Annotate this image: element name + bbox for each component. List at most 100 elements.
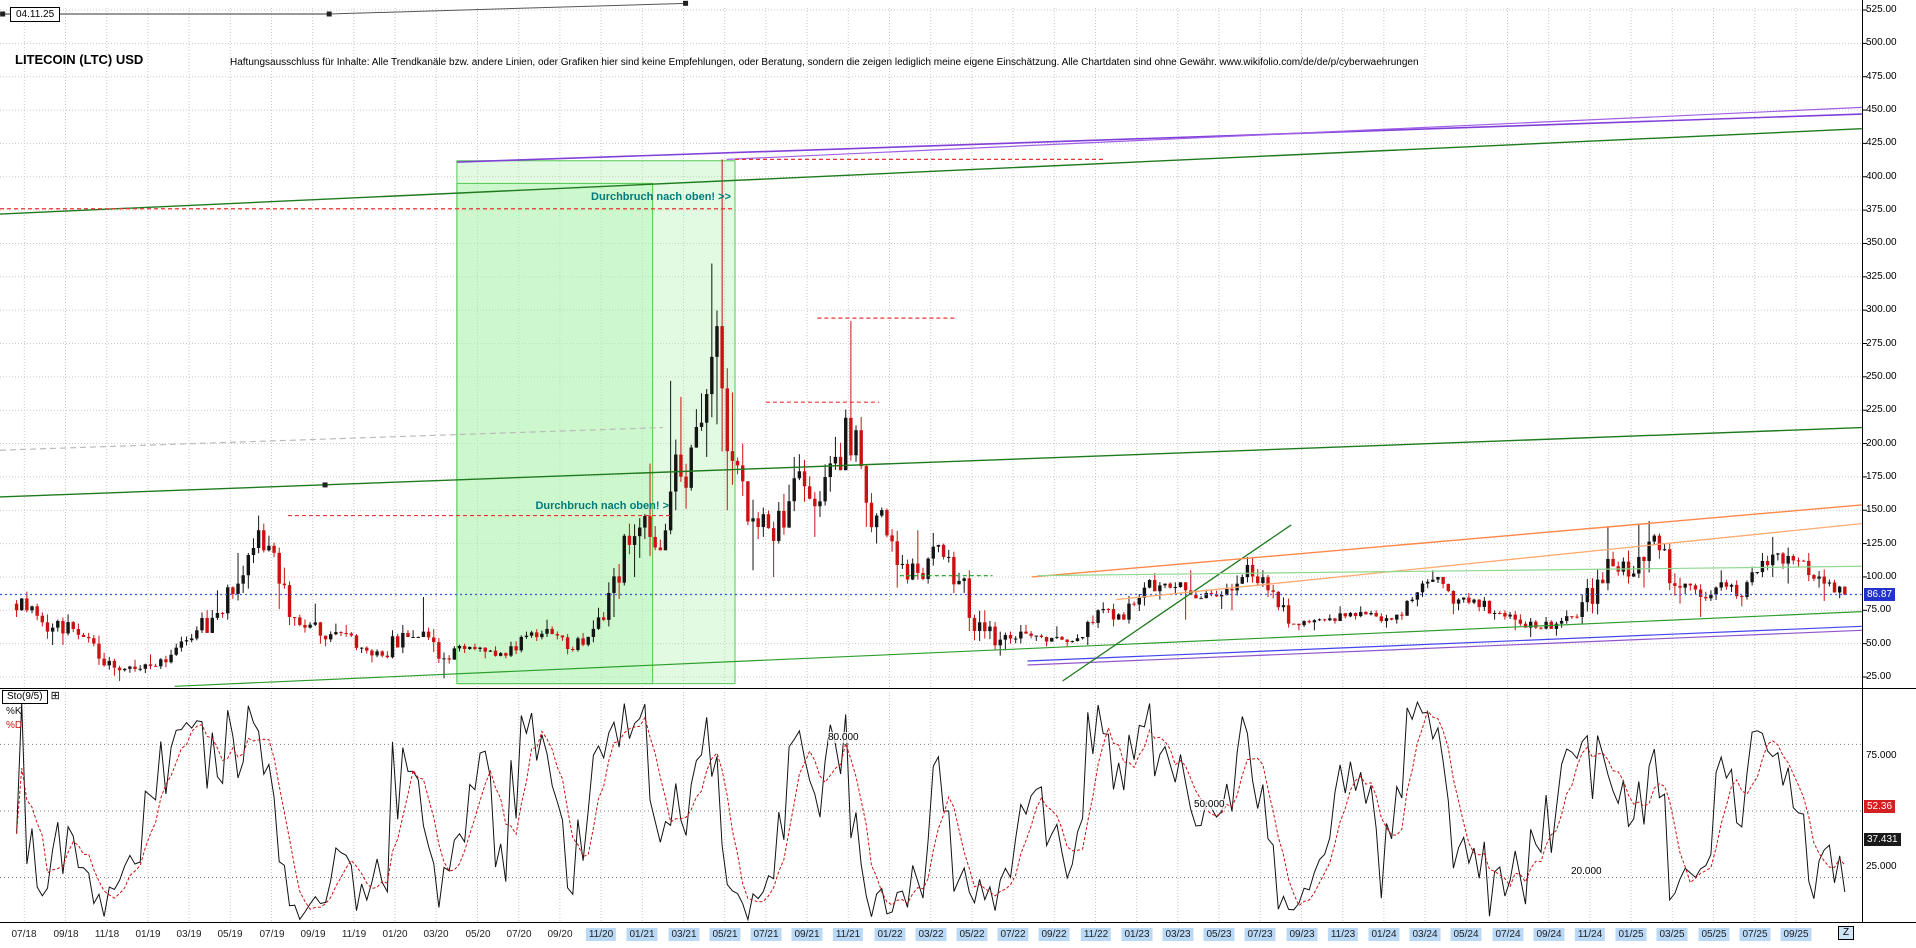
price-tick: 175.00 — [1866, 471, 1897, 482]
time-label: 05/24 — [1450, 928, 1482, 941]
time-label: 03/21 — [668, 928, 700, 941]
stochastic-level-label: 80.000 — [828, 732, 859, 743]
stochastic-level-label: 50.000 — [1194, 799, 1225, 810]
time-label: 09/23 — [1286, 928, 1318, 941]
stochastic-d-badge: 52.36 — [1864, 800, 1896, 813]
time-label: 03/25 — [1656, 928, 1688, 941]
stochastic-k-badge: 37.431 — [1864, 833, 1901, 846]
green-upper-trend[interactable] — [0, 128, 1862, 215]
drag-handle[interactable] — [326, 11, 332, 17]
current-price-badge: 86.87 — [1864, 588, 1896, 601]
time-label: 05/21 — [709, 928, 741, 941]
time-label: 11/18 — [94, 929, 120, 940]
time-label: 01/20 — [382, 929, 408, 940]
time-label: 05/25 — [1698, 928, 1730, 941]
time-label: 07/22 — [997, 928, 1029, 941]
era-label[interactable]: Z — [1838, 926, 1855, 940]
time-label: 03/19 — [176, 929, 202, 940]
green-mid-trend[interactable] — [0, 426, 1862, 498]
time-label: 11/21 — [832, 928, 864, 941]
price-tick: 300.00 — [1866, 304, 1897, 315]
breakout-zones[interactable] — [456, 160, 736, 685]
price-tick: 225.00 — [1866, 404, 1897, 415]
time-label: 03/24 — [1409, 928, 1441, 941]
breakout-zone[interactable] — [456, 182, 654, 685]
stochastic-d-line — [16, 709, 1846, 910]
top-annotation-line-b[interactable] — [329, 2, 686, 15]
price-tick: 25.00 — [1866, 671, 1892, 682]
time-label: 05/22 — [956, 928, 988, 941]
breakout-annotation[interactable]: Durchbruch nach oben! > — [535, 500, 669, 512]
date-annotation-label: 04.11.25 — [16, 9, 55, 20]
time-label: 07/24 — [1492, 928, 1524, 941]
price-tick: 275.00 — [1866, 338, 1897, 349]
trend-lines[interactable] — [0, 0, 1862, 687]
price-tick: 125.00 — [1866, 538, 1897, 549]
gray-dashed-trend[interactable] — [0, 426, 663, 451]
time-label: 09/24 — [1533, 928, 1565, 941]
time-label: 01/24 — [1368, 928, 1400, 941]
price-tick: 525.00 — [1866, 4, 1897, 15]
price-tick: 75.00 — [1866, 604, 1892, 615]
time-label: 07/19 — [259, 929, 285, 940]
price-tick: 375.00 — [1866, 204, 1897, 215]
time-label: 03/22 — [915, 928, 947, 941]
lightgreen-horizontal[interactable] — [1037, 565, 1862, 577]
orange-trend-2[interactable] — [1116, 522, 1862, 601]
time-label: 09/18 — [53, 929, 79, 940]
time-label: 01/23 — [1121, 928, 1153, 941]
stochastic-k-label: %K — [6, 706, 22, 717]
time-label: 05/23 — [1203, 928, 1235, 941]
time-label: 01/22 — [874, 928, 906, 941]
time-label: 05/19 — [217, 929, 243, 940]
time-label: 09/20 — [547, 929, 573, 940]
price-tick: 350.00 — [1866, 237, 1897, 248]
date-annotation[interactable]: 04.11.25 — [10, 7, 61, 22]
time-label: 11/20 — [585, 928, 617, 941]
time-label: 01/19 — [135, 929, 161, 940]
price-tick: 400.00 — [1866, 171, 1897, 182]
breakout-zone[interactable] — [456, 160, 736, 685]
time-label: 07/21 — [750, 928, 782, 941]
purple-channel-line[interactable] — [456, 113, 1862, 163]
time-label: 03/23 — [1162, 928, 1194, 941]
stochastic-d-label: %D — [6, 720, 23, 731]
drag-handle[interactable] — [0, 11, 6, 17]
stochastic-level-label: 20.000 — [1571, 866, 1602, 877]
time-label: 03/20 — [423, 929, 449, 940]
price-tick: 150.00 — [1866, 504, 1897, 515]
time-label: 11/19 — [341, 929, 367, 940]
price-tick: 450.00 — [1866, 104, 1897, 115]
green-bottom-support[interactable] — [174, 611, 1862, 687]
price-tick: 200.00 — [1866, 438, 1897, 449]
time-label: 01/21 — [626, 928, 658, 941]
stochastic-indicator-label[interactable]: Sto(9/5) — [2, 690, 48, 704]
orange-trend-1[interactable] — [1031, 504, 1862, 578]
price-tick: 325.00 — [1866, 271, 1897, 282]
gridlines — [0, 8, 1862, 922]
disclaimer-text: Haftungsausschluss für Inhalte: Alle Tre… — [230, 57, 1419, 68]
stochastic-plot — [0, 700, 1862, 922]
stochastic-k-line — [16, 700, 1846, 922]
time-label: 11/22 — [1080, 928, 1112, 941]
time-label: 01/25 — [1615, 928, 1647, 941]
drag-handle[interactable] — [683, 0, 689, 6]
time-label: 11/23 — [1327, 928, 1359, 941]
chart-title: LITECOIN (LTC) USD — [15, 52, 144, 67]
expand-icon[interactable]: ⊞ — [50, 690, 60, 702]
breakout-annotation[interactable]: Durchbruch nach oben! >> — [591, 191, 731, 203]
green-steep-trend[interactable] — [1062, 524, 1292, 682]
panel-borders — [0, 0, 1916, 923]
violet-channel-line[interactable] — [726, 106, 1862, 161]
time-label: 09/22 — [1038, 928, 1070, 941]
price-tick: 50.00 — [1866, 638, 1892, 649]
drag-handle[interactable] — [322, 482, 328, 488]
blue-bottom-trend[interactable] — [1027, 625, 1862, 662]
time-label: 09/21 — [791, 928, 823, 941]
price-tick: 475.00 — [1866, 71, 1897, 82]
stochastic-axis-label: 25.000 — [1866, 861, 1897, 872]
time-label: 11/24 — [1574, 928, 1606, 941]
time-label: 05/20 — [465, 929, 491, 940]
violet-bottom-trend[interactable] — [1027, 629, 1862, 666]
